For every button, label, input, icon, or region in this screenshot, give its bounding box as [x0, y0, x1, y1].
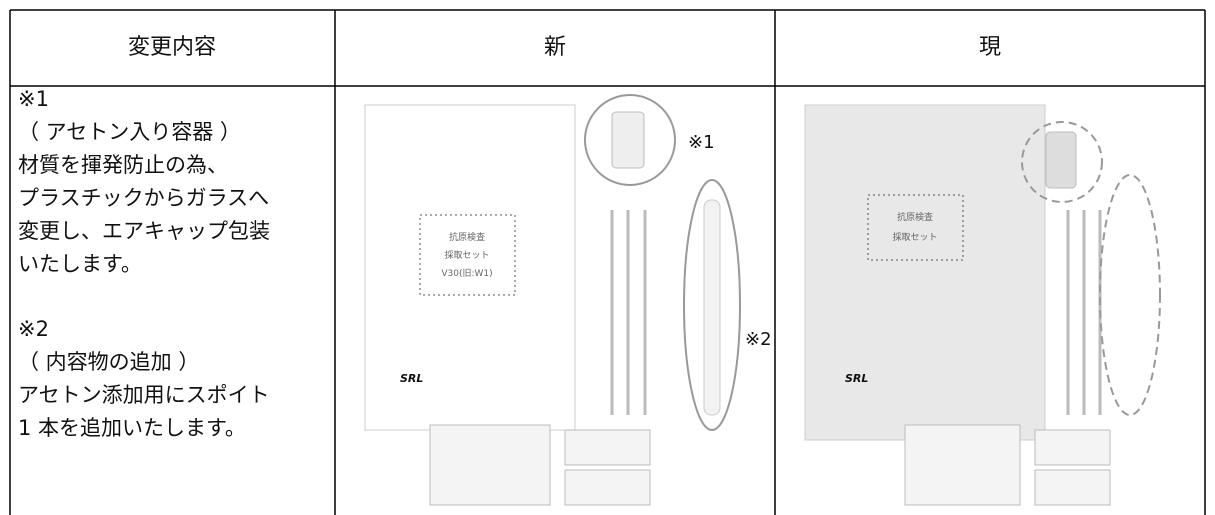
description-line: 1 本を追加いたします。 — [18, 416, 246, 440]
bag — [804, 104, 1046, 441]
card — [904, 424, 1021, 506]
bottle — [1045, 131, 1077, 189]
header-cell: 変更内容 — [128, 35, 216, 60]
card — [564, 429, 651, 466]
description-line: （ 内容物の追加 ） — [18, 350, 199, 374]
ellipse-mark — [1099, 174, 1161, 416]
description-line: （ アセトン入り容器 ） — [18, 120, 241, 144]
description-line: 変更し、エアキャップ包装 — [18, 219, 270, 243]
header-cell: 現 — [979, 35, 1001, 60]
pipette — [703, 199, 721, 416]
table-grid — [9, 9, 1206, 515]
bag-label: 抗原検査 — [449, 231, 485, 243]
logo: SRL — [845, 372, 868, 385]
bag — [364, 104, 576, 431]
card — [1034, 469, 1111, 506]
bag-label: 採取セット — [892, 231, 937, 243]
header-cell: 新 — [544, 35, 566, 60]
swabs — [610, 210, 647, 415]
card — [564, 469, 651, 506]
bag-label-box — [419, 214, 516, 296]
bag-label: 採取セット — [444, 249, 489, 261]
circle-mark — [1021, 121, 1103, 203]
bottle — [611, 111, 645, 169]
description-line: ※1 — [18, 87, 49, 111]
logo: SRL — [400, 372, 423, 385]
description-line: プラスチックからガラスへ — [18, 186, 269, 210]
description-line: いたします。 — [18, 252, 142, 276]
description-line: アセトン添加用にスポイト — [18, 383, 270, 407]
card — [429, 424, 551, 506]
old-kit: 抗原検査 採取セット SRL — [804, 104, 1161, 506]
bag-label: 抗原検査 — [897, 211, 933, 223]
card — [1034, 429, 1111, 466]
bag-label: V30(旧:W1) — [441, 268, 492, 279]
circle-mark — [584, 94, 676, 186]
new-kit: 抗原検査 採取セット V30(旧:W1) SRL ※1 ※2 — [364, 94, 772, 506]
description-line: 材質を揮発防止の為、 — [18, 153, 228, 177]
description-line: ※2 — [18, 317, 49, 341]
note-2: ※2 — [745, 329, 772, 350]
ellipse-mark — [683, 179, 741, 431]
description: ※1 （ アセトン入り容器 ） 材質を揮発防止の為、プラスチックからガラスへ変更し、… — [18, 87, 270, 440]
note-1: ※1 — [688, 132, 715, 153]
